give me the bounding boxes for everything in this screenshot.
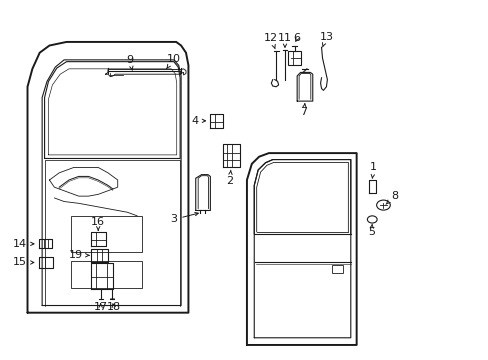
Text: 4: 4 <box>191 116 205 126</box>
Text: 3: 3 <box>170 212 198 224</box>
Text: 7: 7 <box>300 104 307 117</box>
Text: 10: 10 <box>166 54 181 69</box>
Text: 18: 18 <box>106 302 121 312</box>
Text: 8: 8 <box>385 191 397 204</box>
Text: 14: 14 <box>13 239 34 249</box>
Bar <box>71 261 142 288</box>
Text: 12: 12 <box>264 33 278 49</box>
Text: 13: 13 <box>319 32 333 47</box>
Text: 6: 6 <box>293 33 300 43</box>
Text: 5: 5 <box>367 224 374 237</box>
Bar <box>331 265 342 273</box>
Text: 17: 17 <box>93 302 107 312</box>
Text: 16: 16 <box>91 217 105 230</box>
Text: 15: 15 <box>13 257 34 267</box>
Text: 2: 2 <box>226 170 233 186</box>
Text: 19: 19 <box>69 250 89 260</box>
Text: 1: 1 <box>369 162 376 178</box>
Bar <box>71 216 142 252</box>
Text: 9: 9 <box>126 55 133 70</box>
Bar <box>288 51 300 65</box>
Text: 11: 11 <box>277 33 291 47</box>
